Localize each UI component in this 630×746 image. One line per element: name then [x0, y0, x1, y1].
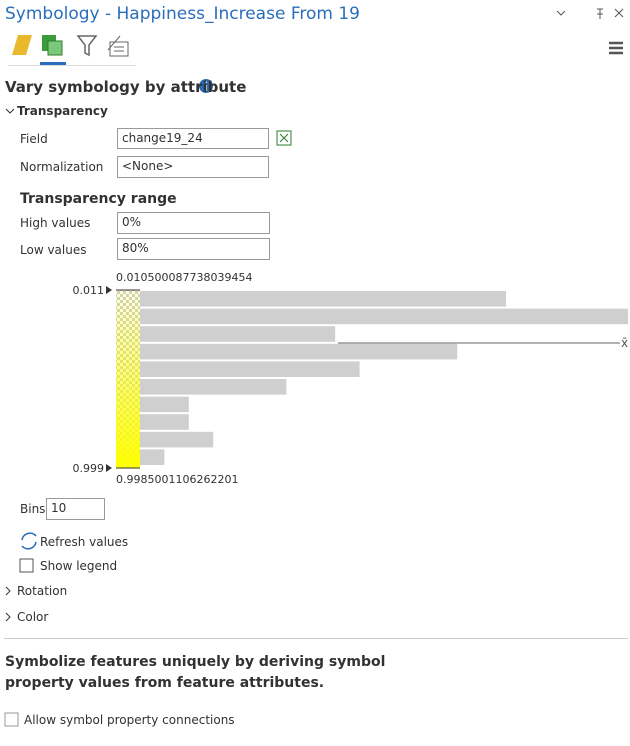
- top-label: 0.011: [72, 284, 105, 297]
- range-handles[interactable]: [106, 286, 112, 472]
- label: Low values: [20, 243, 87, 257]
- window-icons[interactable]: [556, 8, 624, 19]
- histogram-bar: [140, 361, 360, 377]
- label: Normalization: [20, 160, 104, 174]
- pane-title: Symbology - Happiness_Increase From 19: [5, 4, 360, 24]
- group-title[interactable]: Transparency: [17, 104, 108, 118]
- checkbox-label[interactable]: Show legend: [40, 559, 118, 573]
- histogram-bar: [140, 343, 458, 360]
- bins-input[interactable]: 10: [46, 498, 105, 520]
- tab-icons[interactable]: [8, 35, 623, 66]
- histogram-bar: [140, 396, 189, 413]
- bottom-label: 0.999: [72, 462, 105, 475]
- max-label: 0.9985001106262201: [116, 473, 239, 486]
- ramp-ends: [116, 289, 140, 469]
- histogram-bar: [140, 431, 214, 448]
- label: Field: [20, 132, 48, 146]
- group-title[interactable]: Rotation: [17, 584, 68, 598]
- checkbox[interactable]: [19, 558, 34, 573]
- chevron[interactable]: [5, 108, 15, 114]
- expression-icon[interactable]: [276, 130, 292, 146]
- checkbox-label[interactable]: Allow symbol property connections: [24, 713, 235, 727]
- normalization-select[interactable]: <None>: [117, 156, 269, 178]
- group-title[interactable]: Color: [17, 610, 49, 624]
- refresh-button[interactable]: Refresh values: [40, 535, 129, 549]
- checkbox[interactable]: [4, 712, 19, 727]
- separator: [4, 638, 628, 639]
- field-select[interactable]: change19_24: [117, 128, 269, 149]
- histogram-bar: [140, 326, 336, 342]
- chevron[interactable]: [5, 586, 11, 622]
- histogram-bar: [140, 449, 165, 465]
- subtitle: Transparency range: [20, 191, 177, 207]
- min-label: 0.010500087738039454: [116, 271, 253, 284]
- histogram-bar: [140, 308, 628, 325]
- section-title: Vary symbology by attribute: [5, 78, 247, 96]
- label: High values: [20, 216, 91, 230]
- label: Bins: [20, 502, 46, 516]
- high-input[interactable]: 0%: [117, 212, 270, 234]
- description: Symbolize features uniquely by deriving …: [5, 654, 386, 670]
- description: property values from feature attributes.: [5, 675, 325, 691]
- histogram-bar: [140, 291, 506, 307]
- histogram-bar: [140, 414, 189, 430]
- low-input[interactable]: 80%: [117, 238, 270, 260]
- mean-label: x̄: [621, 336, 628, 350]
- info-icon[interactable]: [199, 79, 213, 93]
- histogram-bar: [140, 379, 287, 395]
- refresh-icon[interactable]: [21, 532, 37, 550]
- ramp: [116, 290, 140, 468]
